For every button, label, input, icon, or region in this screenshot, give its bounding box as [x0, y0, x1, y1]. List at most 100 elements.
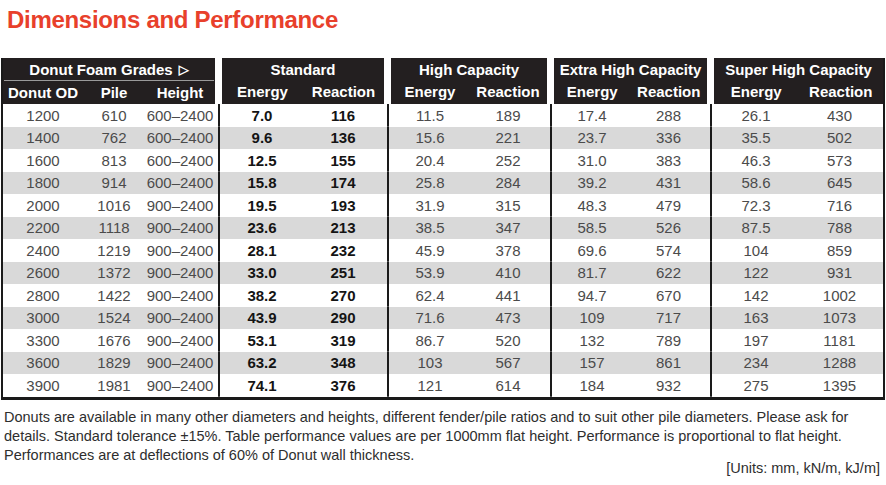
- col-header-pile: Pile: [83, 81, 145, 104]
- cell-hc-energy: 15.6: [391, 127, 469, 150]
- cell-shc-reaction: 430: [798, 104, 881, 127]
- cell-hc-energy: 20.4: [391, 149, 469, 172]
- header-gap: [547, 58, 554, 104]
- col-header-reaction: Reaction: [799, 80, 884, 103]
- group-separator: [215, 149, 222, 172]
- cell-donut-od: 2200: [3, 217, 83, 240]
- table-body: 1200610600–24007.011611.518917.428826.14…: [3, 104, 883, 397]
- page-title: Dimensions and Performance: [7, 6, 338, 34]
- table-row: 22001118900–240023.621338.534758.552687.…: [3, 217, 883, 240]
- group-separator: [547, 217, 554, 240]
- cell-height: 900–2400: [145, 307, 215, 330]
- cell-std-reaction: 270: [302, 284, 384, 307]
- cell-height: 600–2400: [145, 127, 215, 150]
- cell-hc-reaction: 520: [469, 329, 547, 352]
- cell-pile: 813: [83, 149, 145, 172]
- cell-ehc-reaction: 670: [630, 284, 707, 307]
- group-separator: [215, 127, 222, 150]
- units-label: [Units: mm, kN/m, kJ/m]: [726, 460, 880, 476]
- cell-ehc-reaction: 789: [630, 329, 707, 352]
- cell-donut-od: 1600: [3, 149, 83, 172]
- cell-hc-reaction: 473: [469, 307, 547, 330]
- cell-std-reaction: 348: [302, 352, 384, 375]
- table-row: 28001422900–240038.227062.444194.7670142…: [3, 284, 883, 307]
- cell-ehc-energy: 48.3: [554, 194, 630, 217]
- col-header-energy: Energy: [714, 80, 799, 103]
- group-separator: [215, 172, 222, 195]
- high-capacity-subheaders: Energy Reaction: [391, 80, 547, 103]
- cell-hc-reaction: 252: [469, 149, 547, 172]
- cell-height: 900–2400: [145, 352, 215, 375]
- footer-note: Donuts are available in many other diame…: [4, 408, 882, 465]
- cell-std-reaction: 232: [302, 239, 384, 262]
- cell-hc-reaction: 189: [469, 104, 547, 127]
- header-group-standard: Standard Energy Reaction: [222, 58, 384, 104]
- table-header: Donut Foam Grades ▷ Donut OD Pile Height…: [3, 58, 883, 104]
- group-separator: [707, 307, 714, 330]
- table-row: 1400762600–24009.613615.622123.733635.55…: [3, 127, 883, 150]
- group-label-standard: Standard: [222, 58, 384, 80]
- cell-shc-reaction: 788: [798, 217, 881, 240]
- cell-shc-reaction: 1181: [798, 329, 881, 352]
- group-separator: [707, 239, 714, 262]
- header-gap: [384, 58, 391, 104]
- cell-shc-reaction: 645: [798, 172, 881, 195]
- cell-hc-energy: 25.8: [391, 172, 469, 195]
- cell-ehc-reaction: 288: [630, 104, 707, 127]
- cell-pile: 1219: [83, 239, 145, 262]
- cell-shc-reaction: 716: [798, 194, 881, 217]
- cell-pile: 1829: [83, 352, 145, 375]
- cell-std-reaction: 251: [302, 262, 384, 285]
- cell-std-reaction: 193: [302, 194, 384, 217]
- group-separator: [547, 127, 554, 150]
- cell-height: 600–2400: [145, 149, 215, 172]
- cell-shc-energy: 104: [714, 239, 798, 262]
- cell-shc-energy: 72.3: [714, 194, 798, 217]
- cell-height: 900–2400: [145, 194, 215, 217]
- cell-donut-od: 3000: [3, 307, 83, 330]
- cell-ehc-reaction: 574: [630, 239, 707, 262]
- footer: Donuts are available in many other diame…: [4, 408, 882, 465]
- cell-ehc-energy: 39.2: [554, 172, 630, 195]
- cell-donut-od: 2000: [3, 194, 83, 217]
- group-separator: [384, 149, 391, 172]
- cell-ehc-reaction: 717: [630, 307, 707, 330]
- cell-hc-reaction: 567: [469, 352, 547, 375]
- cell-hc-reaction: 614: [469, 374, 547, 397]
- group-separator: [707, 194, 714, 217]
- cell-donut-od: 3300: [3, 329, 83, 352]
- performance-table: Donut Foam Grades ▷ Donut OD Pile Height…: [1, 58, 885, 400]
- cell-shc-reaction: 1073: [798, 307, 881, 330]
- group-separator: [707, 284, 714, 307]
- col-header-donut-od: Donut OD: [3, 81, 83, 104]
- group-separator: [215, 239, 222, 262]
- table-row: 26001372900–240033.025153.941081.7622122…: [3, 262, 883, 285]
- cell-ehc-energy: 109: [554, 307, 630, 330]
- cell-donut-od: 1400: [3, 127, 83, 150]
- cell-pile: 1981: [83, 374, 145, 397]
- group-separator: [384, 307, 391, 330]
- cell-std-reaction: 136: [302, 127, 384, 150]
- group-separator: [384, 239, 391, 262]
- cell-ehc-energy: 23.7: [554, 127, 630, 150]
- header-donut-foam-grades: Donut Foam Grades ▷: [3, 58, 215, 80]
- cell-std-energy: 15.8: [222, 172, 302, 195]
- cell-shc-energy: 275: [714, 374, 798, 397]
- group-separator: [384, 284, 391, 307]
- group-separator: [547, 284, 554, 307]
- header-gap: [215, 58, 222, 104]
- cell-hc-energy: 121: [391, 374, 469, 397]
- cell-ehc-reaction: 861: [630, 352, 707, 375]
- table-row: 1600813600–240012.515520.425231.038346.3…: [3, 149, 883, 172]
- cell-shc-reaction: 1002: [798, 284, 881, 307]
- col-header-reaction: Reaction: [469, 80, 547, 103]
- cell-ehc-reaction: 383: [630, 149, 707, 172]
- super-high-capacity-subheaders: Energy Reaction: [714, 80, 883, 103]
- col-header-reaction: Reaction: [303, 80, 384, 103]
- cell-std-energy: 23.6: [222, 217, 302, 240]
- cell-shc-energy: 35.5: [714, 127, 798, 150]
- table-row: 39001981900–240074.137612161418493227513…: [3, 374, 883, 397]
- group-separator: [707, 329, 714, 352]
- group-separator: [215, 104, 222, 127]
- group-separator: [707, 352, 714, 375]
